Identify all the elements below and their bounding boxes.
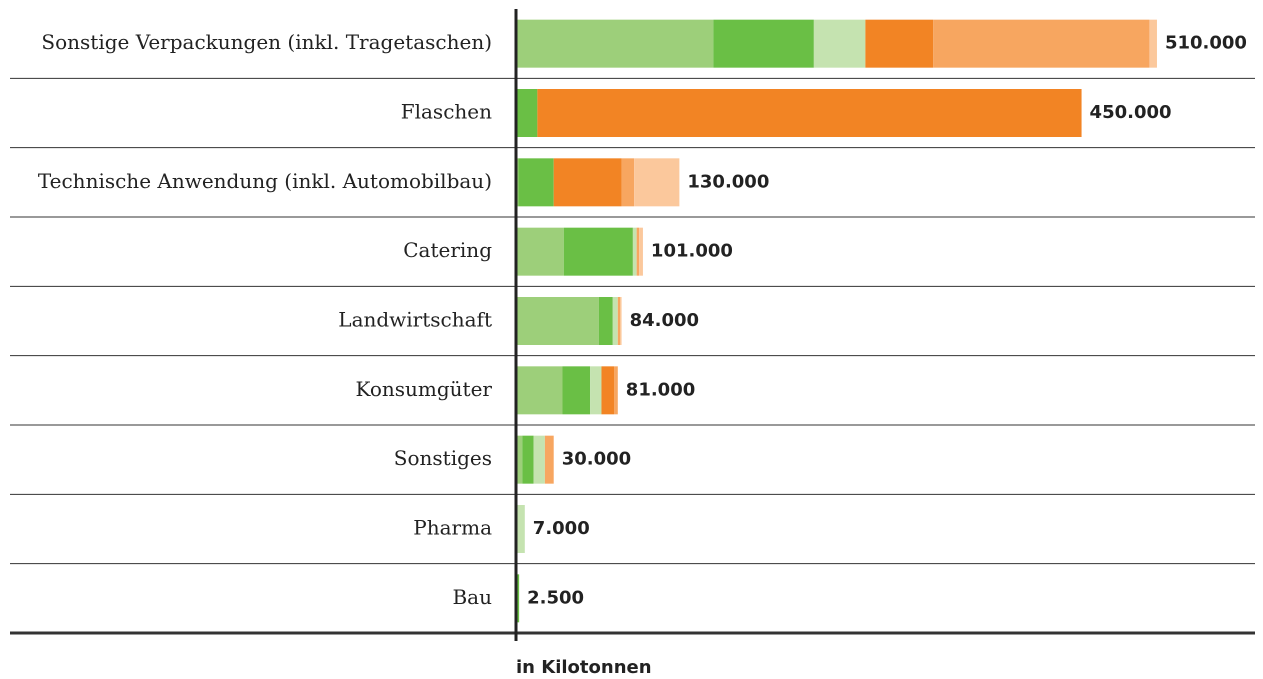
bar-segment [533, 435, 545, 484]
bar-segment [553, 158, 622, 207]
bar-segment [713, 19, 814, 68]
bar-segment [632, 227, 637, 276]
value-label: 101.000 [651, 241, 733, 262]
bar-segment [621, 158, 635, 207]
bar-segment [516, 19, 714, 68]
category-label: Flaschen [401, 100, 492, 124]
bar-segment [865, 19, 934, 68]
bar-segment [516, 505, 525, 553]
category-label: Technische Anwendung (inkl. Automobilbau… [38, 169, 492, 193]
bar-segment [620, 297, 622, 345]
bar-segment [614, 366, 618, 415]
value-label: 30.000 [562, 449, 631, 470]
bar-segment [537, 89, 1082, 137]
bar-segment [516, 574, 520, 623]
value-label: 7.000 [533, 518, 590, 539]
bar-segment [522, 435, 534, 484]
bar-segment [563, 227, 633, 276]
category-label: Landwirtschaft [338, 308, 492, 332]
value-label: 81.000 [626, 379, 695, 400]
bar-segment [516, 227, 564, 276]
bar-segment [516, 435, 523, 484]
category-label: Konsumgüter [355, 377, 492, 401]
bar-segment [516, 297, 599, 345]
category-label: Catering [403, 238, 492, 262]
bar-segment [1149, 19, 1157, 68]
value-label: 130.000 [687, 171, 769, 192]
bar-segment [639, 227, 643, 276]
x-axis-label: in Kilotonnen [516, 657, 652, 678]
bar-segment [562, 366, 591, 415]
bar-segment [516, 366, 563, 415]
bar-segment [518, 158, 554, 207]
bar-segment [933, 19, 1150, 68]
bar-segment [634, 158, 680, 207]
bar-segment [544, 435, 554, 484]
value-label: 510.000 [1165, 33, 1247, 54]
bar-segment [617, 297, 621, 345]
bar-segment [813, 19, 866, 68]
category-label: Bau [452, 585, 492, 609]
category-label: Sonstige Verpackungen (inkl. Tragetasche… [41, 30, 492, 54]
category-label: Sonstiges [394, 446, 492, 470]
bar-segment [612, 297, 618, 345]
value-label: 2.500 [527, 587, 584, 608]
bar-segment [636, 227, 640, 276]
value-label: 450.000 [1090, 102, 1172, 123]
category-label: Pharma [413, 516, 492, 540]
bar-segment [601, 366, 615, 415]
bar-segment [590, 366, 602, 415]
bar-segment [598, 297, 613, 345]
bar-segment [516, 89, 538, 137]
value-label: 84.000 [630, 310, 699, 331]
